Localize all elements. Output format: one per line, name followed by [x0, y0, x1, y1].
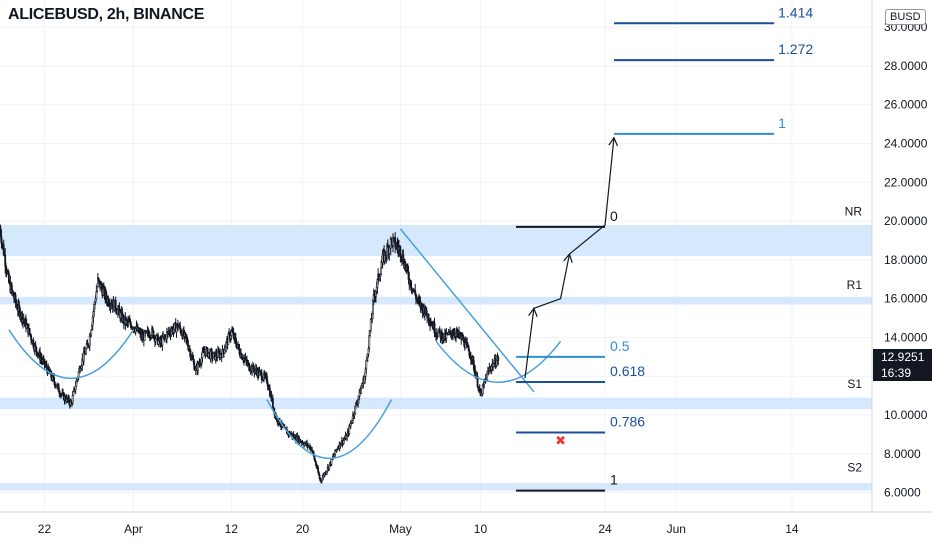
- zone-label: NR: [845, 204, 863, 218]
- drawing-labels: 0 0.5 0.618 0.786 1 1 1.272 1.414 ✖ NR R1 S1 S2: [555, 4, 862, 487]
- price-tick-label: 14.0000: [884, 330, 928, 344]
- zone-band: [0, 224, 872, 256]
- price-tick-label: 18.0000: [884, 253, 928, 267]
- fib-level-label: 1.272: [778, 41, 813, 57]
- price-tick-label: 6.0000: [884, 486, 921, 500]
- price-tick-label: 28.0000: [884, 59, 928, 73]
- price-axis[interactable]: 6.00008.000010.000012.000014.000016.0000…: [871, 0, 932, 550]
- descending-trendline: [399, 228, 535, 393]
- zone-label: S1: [847, 377, 862, 391]
- rounding-bottom-curve: [266, 399, 393, 459]
- fib-level-label: 0.618: [610, 363, 645, 379]
- time-tick-label: 14: [785, 522, 799, 536]
- fib-level-label: 0.786: [610, 413, 645, 429]
- fib-level-label: 0: [610, 208, 618, 224]
- time-axis[interactable]: 22 Apr 12 20 May 10 24 Jun 14: [0, 511, 932, 550]
- time-tick-label: May: [389, 522, 412, 536]
- fib-level-label: 1: [778, 115, 786, 131]
- zone-band: [0, 296, 872, 305]
- price-tick-label: 20.0000: [884, 214, 928, 228]
- candle-body: [35, 346, 38, 352]
- analysis-drawings: [8, 22, 775, 492]
- time-tick-label: 20: [296, 522, 310, 536]
- price-tick-label: 10.0000: [884, 408, 928, 422]
- invalidation-marker: ✖: [555, 434, 566, 449]
- currency-badge[interactable]: BUSD: [885, 9, 926, 25]
- candlesticks: [0, 224, 500, 484]
- time-tick-label: 24: [598, 522, 612, 536]
- projection-arrowhead: [608, 136, 619, 147]
- price-tick-label: 8.0000: [884, 447, 921, 461]
- candle-body: [88, 335, 91, 346]
- zone-band: [0, 397, 872, 410]
- candle-body: [369, 319, 372, 331]
- candle-body: [365, 360, 368, 370]
- price-tick-label: 24.0000: [884, 137, 928, 151]
- candle-body: [28, 328, 31, 334]
- time-tick-label: 22: [38, 522, 52, 536]
- rounding-bottom-curve: [8, 329, 135, 380]
- rounding-bottom-curve: [435, 340, 562, 384]
- candle-body: [74, 385, 77, 391]
- candle-body: [77, 371, 80, 378]
- candle-body: [271, 398, 274, 408]
- zone-label: S2: [847, 460, 862, 474]
- candle-body: [90, 329, 93, 336]
- bar-countdown-label: 16:39: [873, 365, 932, 381]
- candle-body: [71, 395, 74, 404]
- time-tick-label: 10: [474, 522, 488, 536]
- projection-path: [524, 137, 615, 379]
- support-resistance-zones: [0, 224, 872, 491]
- projection-arrowhead: [528, 307, 538, 317]
- candle-body: [400, 255, 403, 259]
- zone-label: R1: [847, 278, 863, 292]
- last-price-label: 12.9251: [873, 349, 932, 365]
- candle-body: [438, 328, 441, 333]
- price-axis-bg: [872, 0, 932, 550]
- candle-body: [380, 267, 383, 276]
- fib-level-label: 1: [610, 472, 618, 488]
- candle-body: [469, 356, 472, 360]
- price-tick-label: 22.0000: [884, 175, 928, 189]
- time-tick-label: Jun: [667, 522, 686, 536]
- candle-body: [223, 349, 226, 354]
- candle-body: [189, 350, 192, 359]
- fib-level-label: 0.5: [610, 338, 630, 354]
- time-axis-bg: [0, 512, 932, 550]
- fib-level-label: 1.414: [778, 4, 813, 20]
- time-tick-label: 12: [225, 522, 239, 536]
- symbol-title[interactable]: ALICEBUSD, 2h, BINANCE: [8, 6, 205, 23]
- time-tick-label: Apr: [124, 522, 143, 536]
- price-tick-label: 26.0000: [884, 98, 928, 112]
- price-tick-label: 16.0000: [884, 292, 928, 306]
- projection-arrowhead: [563, 252, 573, 263]
- zone-band: [0, 482, 872, 491]
- candle-body: [497, 356, 500, 361]
